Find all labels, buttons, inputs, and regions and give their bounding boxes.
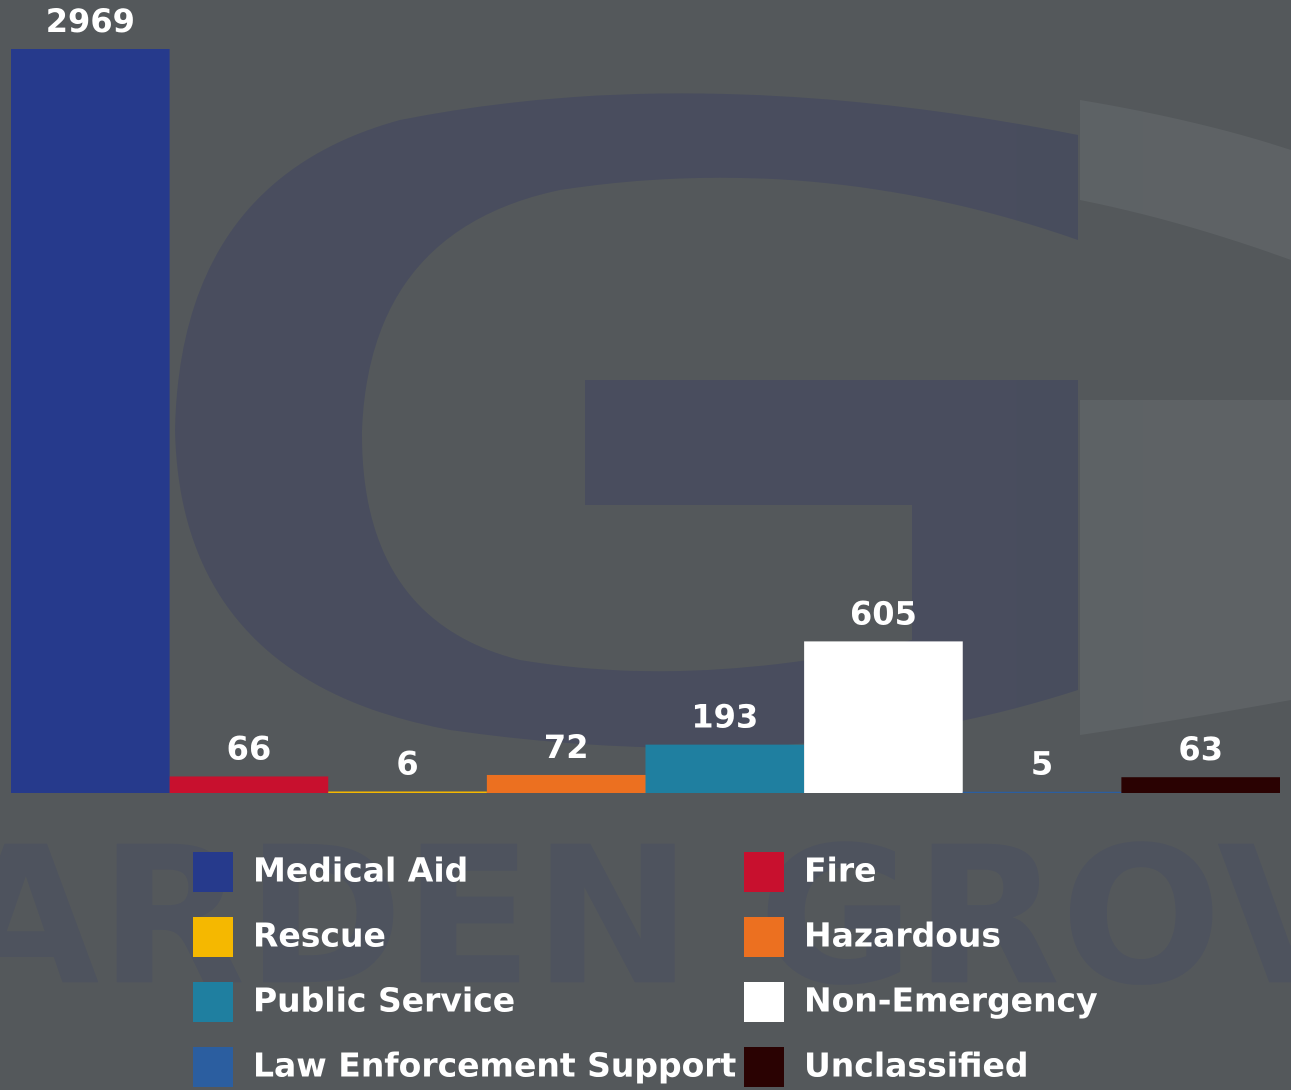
logo-shape bbox=[175, 93, 1078, 748]
legend-label: Non-Emergency bbox=[804, 981, 1098, 1020]
legend-swatch bbox=[193, 917, 233, 957]
legend-label: Rescue bbox=[253, 916, 386, 955]
bar bbox=[11, 49, 170, 793]
value-label: 605 bbox=[850, 594, 917, 632]
bar bbox=[328, 791, 487, 793]
value-label: 66 bbox=[227, 729, 272, 767]
logo-shape bbox=[1080, 400, 1291, 735]
value-label: 2969 bbox=[46, 2, 135, 40]
legend-swatch bbox=[193, 852, 233, 892]
value-label: 6 bbox=[396, 744, 418, 782]
legend-label: Fire bbox=[804, 851, 877, 890]
value-label: 63 bbox=[1178, 730, 1223, 768]
legend-swatch bbox=[744, 1047, 784, 1087]
legend-label: Medical Aid bbox=[253, 851, 468, 890]
legend-label: Hazardous bbox=[804, 916, 1001, 955]
legend-swatch bbox=[744, 917, 784, 957]
bar bbox=[486, 774, 646, 793]
legend-label: Law Enforcement Support bbox=[253, 1046, 737, 1085]
logo-shape bbox=[1080, 100, 1291, 260]
legend-label: Public Service bbox=[253, 981, 515, 1020]
legend-swatch bbox=[744, 852, 784, 892]
legend-label: Unclassified bbox=[804, 1046, 1029, 1085]
value-label: 72 bbox=[544, 728, 589, 766]
value-label: 193 bbox=[691, 698, 758, 736]
bar bbox=[645, 744, 805, 793]
legend-swatch bbox=[193, 982, 233, 1022]
watermark-logo bbox=[175, 93, 1291, 748]
legend-swatch bbox=[744, 982, 784, 1022]
legend-swatch bbox=[193, 1047, 233, 1087]
bar bbox=[962, 791, 1122, 793]
bar bbox=[169, 776, 329, 793]
bar bbox=[804, 641, 963, 793]
value-label: 5 bbox=[1031, 745, 1053, 783]
bar bbox=[1121, 777, 1280, 793]
